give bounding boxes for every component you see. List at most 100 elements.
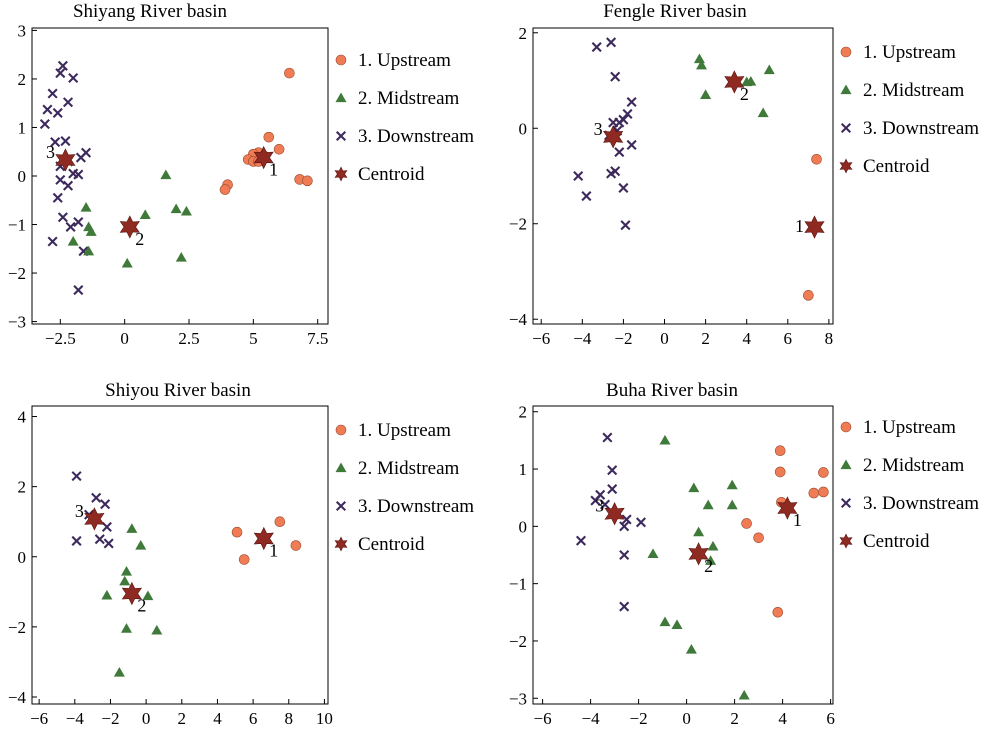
downstream-point (610, 71, 621, 82)
x-tick-label: −6 (30, 709, 48, 728)
upstream-point (774, 466, 786, 478)
plot-frame (532, 27, 834, 325)
x-tick-label: 2 (730, 709, 739, 728)
x-tick-label: 7.5 (307, 329, 328, 348)
centroid-star (777, 496, 798, 520)
x-tick-label: 6 (249, 709, 258, 728)
legend-centroid-star (334, 166, 348, 182)
x-tick-label: 4 (778, 709, 787, 728)
centroid-star (84, 507, 105, 531)
legend-label: 1. Upstream (863, 42, 956, 63)
midstream-point (170, 203, 182, 214)
legend-label: Centroid (863, 531, 930, 552)
y-tick-label: 0 (519, 119, 528, 138)
upstream-point (741, 518, 752, 529)
downstream-point (103, 538, 114, 549)
midstream-point (83, 245, 95, 256)
downstream-point (42, 104, 53, 115)
upstream-point (284, 67, 295, 79)
data-marks: 1 2 3 (71, 471, 302, 677)
downstream-point (607, 465, 618, 476)
midstream-point (705, 555, 717, 565)
y-tick-label: 1 (18, 118, 27, 137)
downstream-point (591, 42, 602, 53)
legend-label: Centroid (358, 534, 425, 555)
panel-title: Fengle River basin (603, 1, 747, 22)
legend-upstream-point (335, 54, 347, 66)
cluster-label: 1 (795, 216, 804, 236)
downstream-point (581, 191, 592, 202)
upstream-point (818, 467, 829, 478)
downstream-point (52, 107, 63, 118)
cluster-label: 2 (740, 84, 749, 104)
midstream-point (757, 107, 769, 118)
centroid-star (688, 542, 709, 566)
downstream-point (626, 96, 637, 108)
midstream-point (126, 523, 138, 533)
midstream-point (101, 589, 113, 600)
downstream-point (619, 521, 630, 532)
downstream-point (619, 549, 630, 561)
centroid-star (804, 215, 825, 239)
y-tick-label: 2 (18, 478, 27, 497)
downstream-point (52, 192, 63, 203)
downstream-point (60, 136, 71, 147)
y-tick-label: −2 (8, 618, 26, 637)
data-marks: 1 2 3 (39, 60, 313, 296)
centroid-star (724, 70, 745, 94)
downstream-point (606, 168, 617, 179)
upstream-point (811, 153, 822, 165)
legend-label: 2. Midstream (358, 458, 460, 479)
downstream-point (73, 284, 84, 296)
legend: 1. Upstream 2. Midstream 3. Downstream Cent… (839, 417, 979, 552)
upstream-point (803, 290, 814, 301)
downstream-point (573, 170, 584, 182)
upstream-point (302, 175, 313, 187)
midstream-point (175, 252, 187, 262)
upstream-point (231, 526, 243, 538)
downstream-point (55, 68, 66, 79)
midstream-point (135, 540, 147, 550)
downstream-point (602, 432, 613, 443)
legend-label: 1. Upstream (863, 417, 956, 438)
midstream-point (121, 623, 133, 633)
downstream-point (618, 182, 629, 193)
cluster-label: 3 (594, 119, 603, 139)
upstream-point (274, 516, 286, 527)
plot-frame (31, 405, 329, 705)
legend: 1. Upstream 2. Midstream 3. Downstream Cent… (334, 420, 474, 555)
x-tick-label: −4 (582, 709, 601, 728)
panel-shiyang: Shiyang River basin −2.5 0 2.5 5 7.5−3−2−101… (8, 1, 474, 348)
midstream-point (119, 575, 131, 586)
midstream-point (726, 499, 738, 510)
downstream-point (47, 88, 58, 99)
downstream-point (100, 499, 111, 510)
legend: 1. Upstream 2. Midstream 3. Downstream Cent… (334, 50, 474, 185)
downstream-point (55, 174, 66, 185)
downstream-point (614, 147, 625, 158)
legend-downstream-point (335, 130, 347, 142)
x-tick-label: 4 (742, 329, 751, 348)
legend-downstream-point (840, 497, 852, 509)
upstream-point (772, 607, 784, 618)
legend: 1. Upstream 2. Midstream 3. Downstream Cent… (839, 42, 979, 177)
downstream-point (622, 108, 633, 119)
midstream-point (693, 53, 705, 64)
x-tick-label: −6 (534, 709, 552, 728)
midstream-point (647, 548, 659, 558)
y-tick-label: 2 (519, 403, 528, 422)
legend-midstream-point (840, 459, 852, 470)
y-tick-label: 3 (18, 21, 27, 40)
midstream-point (659, 434, 671, 445)
x-tick-label: −2.5 (45, 329, 76, 348)
y-tick-label: 2 (519, 24, 528, 43)
legend-label: Centroid (863, 156, 930, 177)
y-tick-label: 0 (18, 167, 27, 186)
y-tick-label: −3 (509, 689, 527, 708)
downstream-point (50, 136, 61, 148)
midstream-point (671, 619, 683, 630)
downstream-point (73, 169, 84, 180)
midstream-point (113, 666, 125, 677)
cluster-label: 2 (135, 229, 144, 249)
